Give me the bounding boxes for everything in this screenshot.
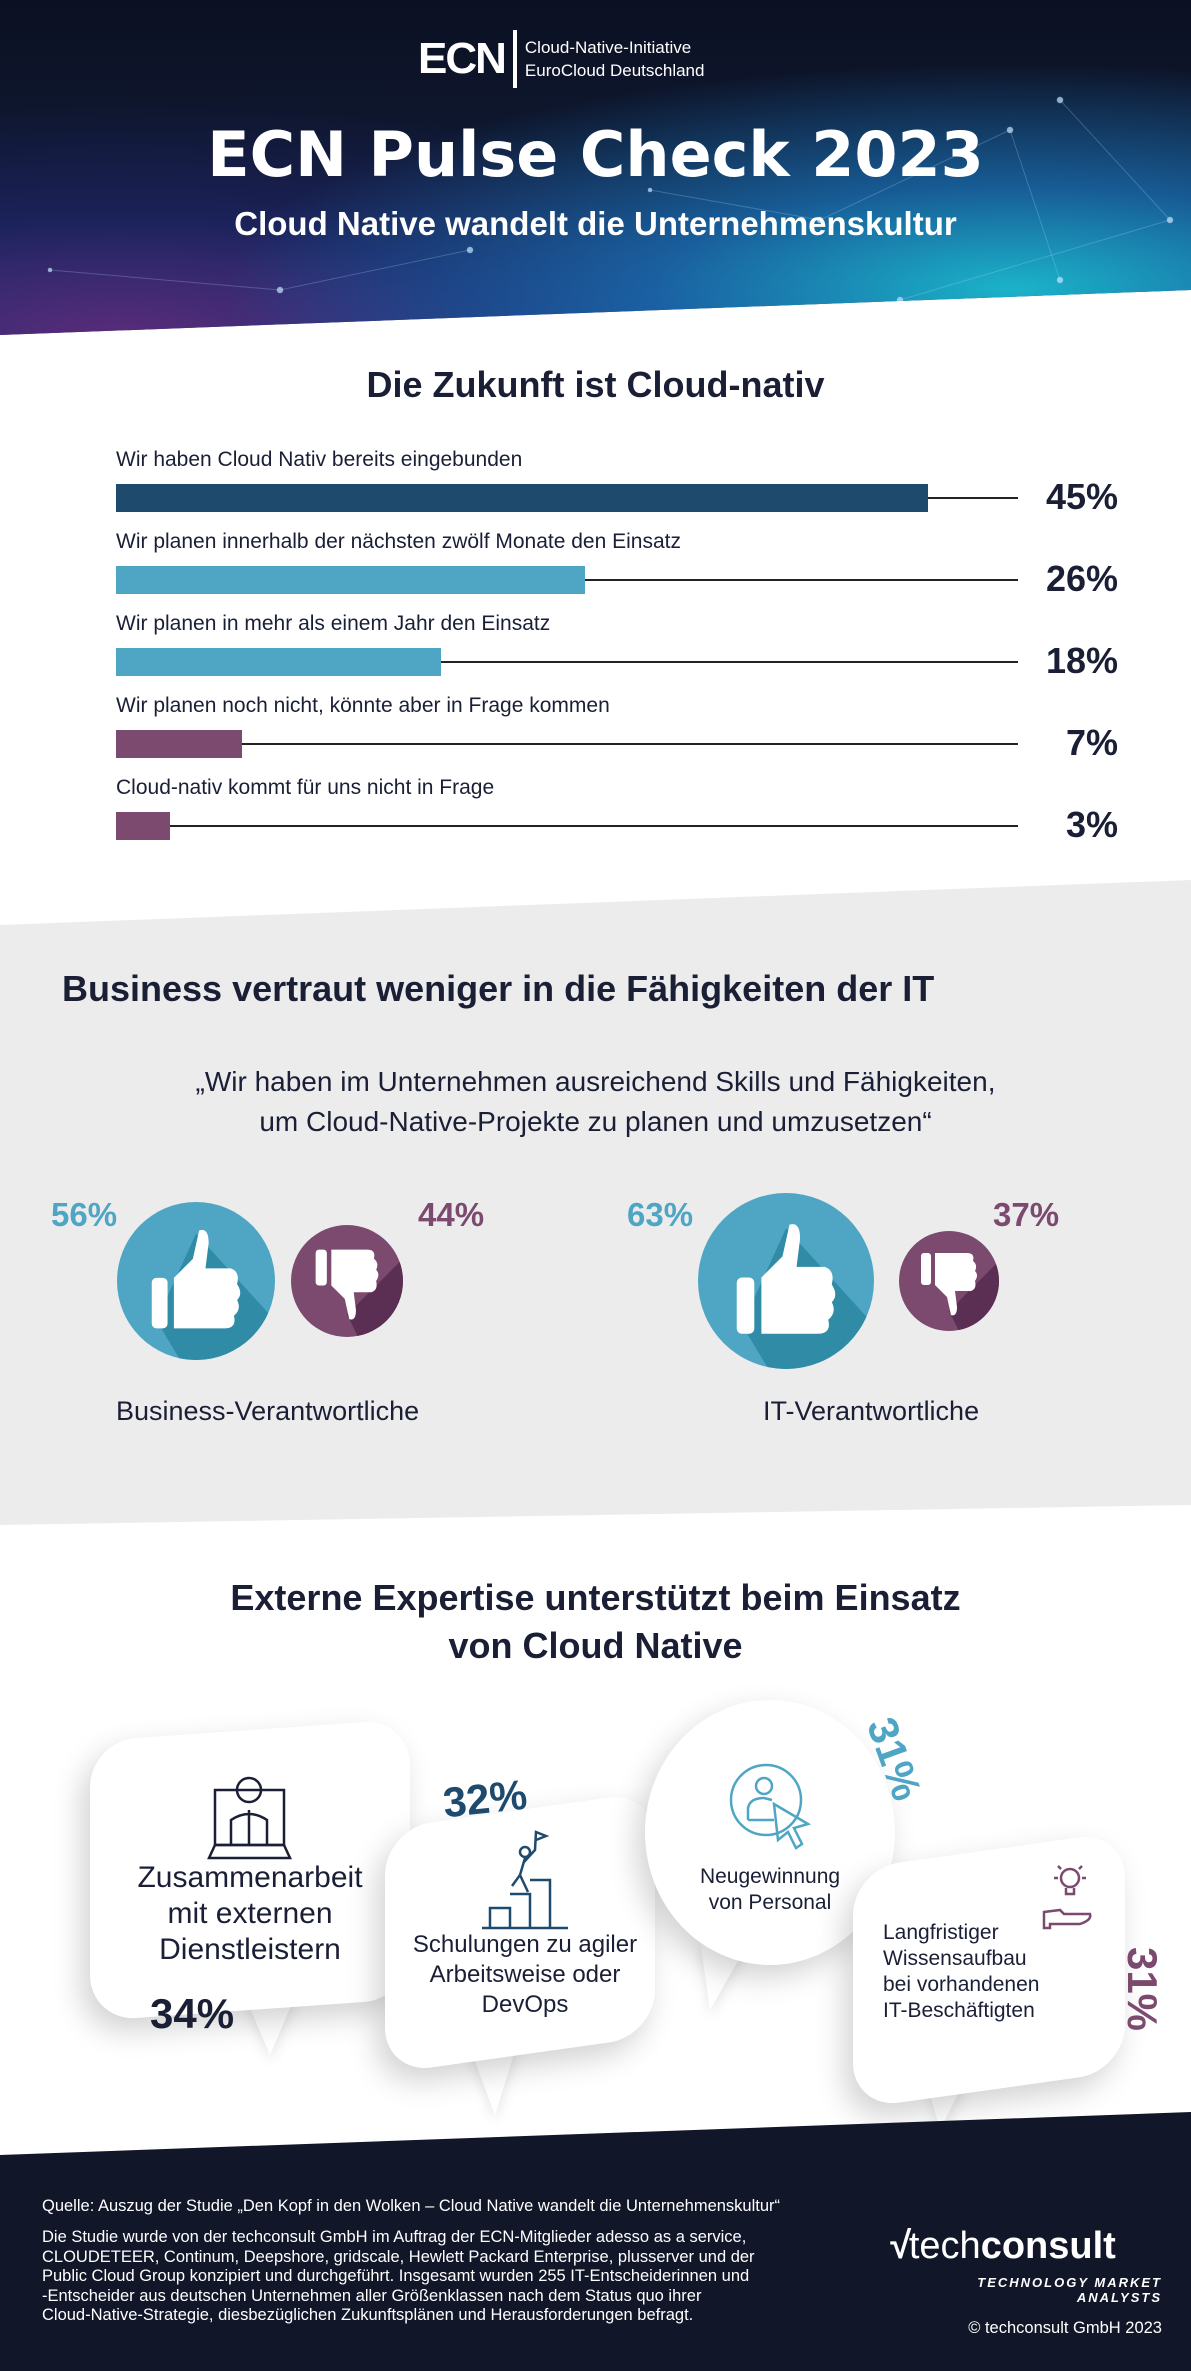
- it-no-percent: 37%: [993, 1196, 1060, 1233]
- bubble-text: Neugewinnung von Personal: [699, 1865, 841, 1914]
- header-banner: ECN Cloud-Native-Initiative EuroCloud Deu…: [0, 0, 1191, 335]
- survey-quote: „Wir haben im Unternehmen ausreichend Sk…: [195, 1066, 996, 1137]
- bar-label: Cloud-nativ kommt für uns nicht in Frage: [116, 776, 495, 799]
- stairs-flag-icon: [482, 1830, 568, 1930]
- user-cursor-icon: [729, 1763, 812, 1850]
- bar-track-line: [116, 743, 1018, 745]
- copyright: © techconsult GmbH 2023: [968, 2319, 1162, 2337]
- bar-label: Wir planen noch nicht, könnte aber in Fr…: [116, 694, 610, 717]
- footer-study-info: Die Studie wurde von der techconsult Gmb…: [42, 2228, 755, 2324]
- bar: [116, 812, 171, 840]
- bubble-text: Langfristiger Wissensaufbau bei vorhandene…: [883, 1921, 1040, 2022]
- thumbs-up-icon: [117, 1202, 275, 1360]
- section3-title: Externe Expertise unterstützt beim Einsa…: [230, 1577, 961, 1666]
- lightbulb-hand-icon: [1042, 1865, 1092, 1930]
- section1-title: Die Zukunft ist Cloud-nativ: [366, 364, 825, 405]
- bar-label: Wir planen in mehr als einem Jahr den Ei…: [116, 612, 551, 635]
- business-group-label: Business-Verantwortliche: [116, 1396, 420, 1426]
- section2-title: Business vertraut weniger in die Fähigke…: [62, 968, 935, 1009]
- techconsult-tagline: TECHNOLOGY MARKET ANALYSTS: [977, 2275, 1162, 2305]
- bubble-percent: 32%: [440, 1770, 530, 1827]
- bubble-text: Zusammenarbeit mit externen Dienstleistern: [137, 1861, 363, 1966]
- bar-label: Wir haben Cloud Nativ bereits eingebunde…: [116, 448, 523, 471]
- footer: [0, 2112, 1191, 2371]
- it-yes-percent: 63%: [627, 1196, 694, 1233]
- bubble-percent: 34%: [150, 1990, 235, 2037]
- thumbs-down-icon: [899, 1231, 999, 1331]
- business-yes-percent: 56%: [51, 1196, 118, 1233]
- thumbs-down-icon: [291, 1225, 403, 1337]
- bar: [116, 648, 441, 676]
- bar-value-label: 18%: [1045, 640, 1118, 681]
- bar-value-label: 26%: [1045, 558, 1118, 599]
- page-subtitle: Cloud Native wandelt die Unternehmenskul…: [234, 205, 957, 242]
- bar-track-line: [116, 825, 1018, 827]
- bar-track-line: [116, 661, 1018, 663]
- bar: [116, 566, 586, 594]
- techconsult-logo: √techconsult: [888, 2225, 1116, 2267]
- bar: [116, 730, 243, 758]
- network-background-graphic: [47, 96, 1174, 304]
- bubble-text: Schulungen zu agiler Arbeitsweise oder Dev…: [412, 1931, 638, 2018]
- bar-value-label: 7%: [1065, 722, 1118, 763]
- video-call-person-icon: [207, 1776, 292, 1860]
- it-group-label: IT-Verantwortliche: [763, 1396, 980, 1426]
- bar-value-label: 3%: [1065, 804, 1118, 845]
- business-no-percent: 44%: [418, 1196, 485, 1233]
- page-title: ECN Pulse Check 2023: [207, 118, 984, 191]
- bar-label: Wir planen innerhalb der nächsten zwölf …: [116, 530, 681, 553]
- thumbs-up-icon: [698, 1193, 874, 1369]
- bar: [116, 484, 928, 512]
- footer-source: Quelle: Auszug der Studie „Den Kopf in d…: [42, 2197, 781, 2215]
- ecn-logo: ECN Cloud-Native-Initiative EuroCloud Deu…: [418, 28, 704, 90]
- bar-value-label: 45%: [1045, 476, 1118, 517]
- bubble-percent: 31%: [1119, 1946, 1167, 2032]
